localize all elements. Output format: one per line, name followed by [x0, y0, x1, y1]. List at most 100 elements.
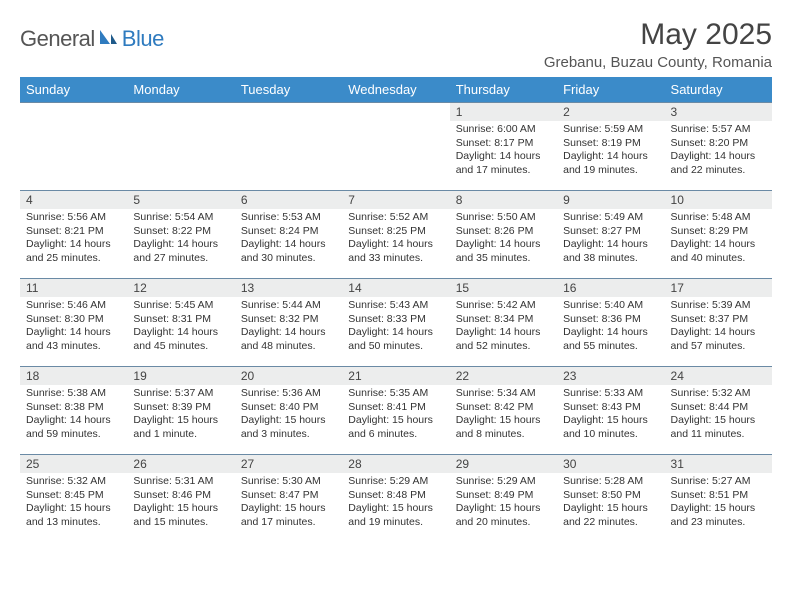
sunset-line: Sunset: 8:51 PM [671, 489, 766, 503]
daylight-line: Daylight: 14 hours and 50 minutes. [348, 326, 443, 353]
calendar-week-row: 11Sunrise: 5:46 AMSunset: 8:30 PMDayligh… [20, 279, 772, 367]
day-number: 13 [235, 279, 342, 297]
sunset-line: Sunset: 8:37 PM [671, 313, 766, 327]
day-content: Sunrise: 5:42 AMSunset: 8:34 PMDaylight:… [450, 297, 557, 358]
sunrise-line: Sunrise: 5:49 AM [563, 211, 658, 225]
daylight-line: Daylight: 15 hours and 15 minutes. [133, 502, 228, 529]
daylight-line: Daylight: 14 hours and 57 minutes. [671, 326, 766, 353]
sunset-line: Sunset: 8:26 PM [456, 225, 551, 239]
calendar-day-cell: 8Sunrise: 5:50 AMSunset: 8:26 PMDaylight… [450, 191, 557, 279]
day-content: Sunrise: 5:34 AMSunset: 8:42 PMDaylight:… [450, 385, 557, 446]
daylight-line: Daylight: 14 hours and 38 minutes. [563, 238, 658, 265]
day-number: 20 [235, 367, 342, 385]
daylight-line: Daylight: 14 hours and 35 minutes. [456, 238, 551, 265]
calendar-day-cell: 26Sunrise: 5:31 AMSunset: 8:46 PMDayligh… [127, 455, 234, 543]
sunset-line: Sunset: 8:42 PM [456, 401, 551, 415]
sunset-line: Sunset: 8:33 PM [348, 313, 443, 327]
day-number: 5 [127, 191, 234, 209]
day-content: Sunrise: 5:32 AMSunset: 8:45 PMDaylight:… [20, 473, 127, 534]
calendar-day-cell: 25Sunrise: 5:32 AMSunset: 8:45 PMDayligh… [20, 455, 127, 543]
calendar-day-cell: 15Sunrise: 5:42 AMSunset: 8:34 PMDayligh… [450, 279, 557, 367]
sunset-line: Sunset: 8:21 PM [26, 225, 121, 239]
sunrise-line: Sunrise: 5:48 AM [671, 211, 766, 225]
sunset-line: Sunset: 8:44 PM [671, 401, 766, 415]
day-number: 28 [342, 455, 449, 473]
day-content: Sunrise: 5:48 AMSunset: 8:29 PMDaylight:… [665, 209, 772, 270]
daylight-line: Daylight: 14 hours and 30 minutes. [241, 238, 336, 265]
daylight-line: Daylight: 15 hours and 20 minutes. [456, 502, 551, 529]
day-number: 25 [20, 455, 127, 473]
daylight-line: Daylight: 15 hours and 23 minutes. [671, 502, 766, 529]
daylight-line: Daylight: 15 hours and 22 minutes. [563, 502, 658, 529]
day-content: Sunrise: 5:31 AMSunset: 8:46 PMDaylight:… [127, 473, 234, 534]
daylight-line: Daylight: 15 hours and 10 minutes. [563, 414, 658, 441]
day-content: Sunrise: 5:46 AMSunset: 8:30 PMDaylight:… [20, 297, 127, 358]
daylight-line: Daylight: 14 hours and 48 minutes. [241, 326, 336, 353]
daylight-line: Daylight: 14 hours and 45 minutes. [133, 326, 228, 353]
calendar-day-cell: 17Sunrise: 5:39 AMSunset: 8:37 PMDayligh… [665, 279, 772, 367]
sunrise-line: Sunrise: 5:29 AM [456, 475, 551, 489]
day-number: 15 [450, 279, 557, 297]
sunset-line: Sunset: 8:48 PM [348, 489, 443, 503]
logo-text-blue: Blue [122, 26, 164, 52]
day-number: 9 [557, 191, 664, 209]
sunrise-line: Sunrise: 5:32 AM [671, 387, 766, 401]
day-content: Sunrise: 5:27 AMSunset: 8:51 PMDaylight:… [665, 473, 772, 534]
day-content: Sunrise: 5:56 AMSunset: 8:21 PMDaylight:… [20, 209, 127, 270]
day-number: 1 [450, 103, 557, 121]
day-content: Sunrise: 5:54 AMSunset: 8:22 PMDaylight:… [127, 209, 234, 270]
sunset-line: Sunset: 8:30 PM [26, 313, 121, 327]
sunrise-line: Sunrise: 5:34 AM [456, 387, 551, 401]
sunset-line: Sunset: 8:22 PM [133, 225, 228, 239]
sunset-line: Sunset: 8:41 PM [348, 401, 443, 415]
calendar-day-cell: 22Sunrise: 5:34 AMSunset: 8:42 PMDayligh… [450, 367, 557, 455]
calendar-day-cell: 21Sunrise: 5:35 AMSunset: 8:41 PMDayligh… [342, 367, 449, 455]
weekday-header: Monday [127, 77, 234, 103]
calendar-day-cell: 18Sunrise: 5:38 AMSunset: 8:38 PMDayligh… [20, 367, 127, 455]
logo-sail-icon [98, 28, 118, 51]
calendar-day-cell: 29Sunrise: 5:29 AMSunset: 8:49 PMDayligh… [450, 455, 557, 543]
sunset-line: Sunset: 8:36 PM [563, 313, 658, 327]
sunrise-line: Sunrise: 5:52 AM [348, 211, 443, 225]
daylight-line: Daylight: 15 hours and 13 minutes. [26, 502, 121, 529]
calendar-week-row: 4Sunrise: 5:56 AMSunset: 8:21 PMDaylight… [20, 191, 772, 279]
daylight-line: Daylight: 15 hours and 8 minutes. [456, 414, 551, 441]
day-number: 27 [235, 455, 342, 473]
day-number: 2 [557, 103, 664, 121]
weekday-header: Friday [557, 77, 664, 103]
day-number: 3 [665, 103, 772, 121]
calendar-day-cell: 6Sunrise: 5:53 AMSunset: 8:24 PMDaylight… [235, 191, 342, 279]
weekday-header: Tuesday [235, 77, 342, 103]
logo-text-general: General [20, 26, 95, 52]
sunrise-line: Sunrise: 5:36 AM [241, 387, 336, 401]
day-content: Sunrise: 5:44 AMSunset: 8:32 PMDaylight:… [235, 297, 342, 358]
sunset-line: Sunset: 8:38 PM [26, 401, 121, 415]
calendar-day-cell: 14Sunrise: 5:43 AMSunset: 8:33 PMDayligh… [342, 279, 449, 367]
day-content: Sunrise: 5:52 AMSunset: 8:25 PMDaylight:… [342, 209, 449, 270]
sunset-line: Sunset: 8:27 PM [563, 225, 658, 239]
day-number: 16 [557, 279, 664, 297]
daylight-line: Daylight: 14 hours and 27 minutes. [133, 238, 228, 265]
calendar-day-cell [235, 103, 342, 191]
daylight-line: Daylight: 14 hours and 22 minutes. [671, 150, 766, 177]
calendar-day-cell: 10Sunrise: 5:48 AMSunset: 8:29 PMDayligh… [665, 191, 772, 279]
daylight-line: Daylight: 15 hours and 19 minutes. [348, 502, 443, 529]
calendar-day-cell: 28Sunrise: 5:29 AMSunset: 8:48 PMDayligh… [342, 455, 449, 543]
day-content: Sunrise: 5:57 AMSunset: 8:20 PMDaylight:… [665, 121, 772, 182]
day-number: 14 [342, 279, 449, 297]
calendar-day-cell: 11Sunrise: 5:46 AMSunset: 8:30 PMDayligh… [20, 279, 127, 367]
day-content: Sunrise: 5:39 AMSunset: 8:37 PMDaylight:… [665, 297, 772, 358]
daylight-line: Daylight: 15 hours and 3 minutes. [241, 414, 336, 441]
calendar-day-cell: 23Sunrise: 5:33 AMSunset: 8:43 PMDayligh… [557, 367, 664, 455]
sunset-line: Sunset: 8:40 PM [241, 401, 336, 415]
day-number: 21 [342, 367, 449, 385]
calendar-day-cell: 12Sunrise: 5:45 AMSunset: 8:31 PMDayligh… [127, 279, 234, 367]
sunrise-line: Sunrise: 5:45 AM [133, 299, 228, 313]
daylight-line: Daylight: 15 hours and 17 minutes. [241, 502, 336, 529]
day-content: Sunrise: 5:40 AMSunset: 8:36 PMDaylight:… [557, 297, 664, 358]
sunset-line: Sunset: 8:49 PM [456, 489, 551, 503]
calendar-day-cell: 4Sunrise: 5:56 AMSunset: 8:21 PMDaylight… [20, 191, 127, 279]
daylight-line: Daylight: 15 hours and 1 minute. [133, 414, 228, 441]
sunrise-line: Sunrise: 5:27 AM [671, 475, 766, 489]
day-number: 23 [557, 367, 664, 385]
